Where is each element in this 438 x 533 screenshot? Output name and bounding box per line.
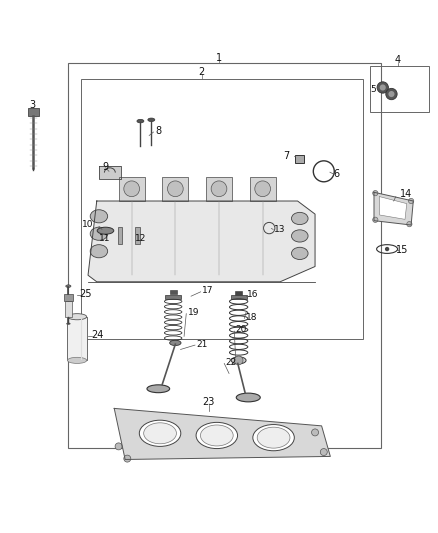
Text: 1: 1	[216, 53, 222, 63]
Circle shape	[377, 82, 389, 93]
Circle shape	[115, 443, 122, 450]
Text: 11: 11	[99, 235, 111, 244]
Text: 9: 9	[102, 162, 108, 172]
Text: 13: 13	[274, 225, 285, 234]
Bar	[67, 317, 87, 360]
Circle shape	[409, 198, 414, 204]
Ellipse shape	[97, 227, 114, 234]
Circle shape	[407, 222, 412, 227]
Bar	[231, 295, 247, 299]
Bar	[81, 79, 363, 338]
Ellipse shape	[201, 425, 233, 446]
Ellipse shape	[90, 227, 108, 240]
Ellipse shape	[231, 357, 246, 364]
Bar	[68, 63, 381, 448]
Circle shape	[373, 217, 378, 222]
Ellipse shape	[144, 423, 177, 444]
Bar	[206, 177, 232, 201]
Polygon shape	[380, 197, 407, 220]
Text: 22: 22	[226, 358, 237, 367]
Text: 19: 19	[187, 308, 199, 317]
Circle shape	[320, 449, 327, 456]
Text: 25: 25	[79, 288, 92, 298]
Text: 6: 6	[333, 168, 339, 179]
Text: 8: 8	[155, 126, 162, 136]
Circle shape	[167, 181, 183, 197]
Ellipse shape	[137, 119, 144, 123]
Text: 17: 17	[202, 286, 214, 295]
Text: 10: 10	[82, 220, 93, 229]
Ellipse shape	[67, 357, 87, 364]
Ellipse shape	[147, 385, 170, 393]
Ellipse shape	[170, 340, 181, 345]
Text: 5: 5	[370, 85, 376, 94]
Polygon shape	[374, 192, 413, 225]
Ellipse shape	[66, 322, 71, 325]
Text: 24: 24	[92, 330, 104, 341]
Circle shape	[385, 247, 389, 251]
Polygon shape	[88, 201, 315, 282]
Circle shape	[211, 181, 227, 197]
Ellipse shape	[67, 313, 87, 320]
Text: 21: 21	[196, 340, 208, 349]
Ellipse shape	[196, 422, 237, 449]
Text: 18: 18	[246, 313, 258, 322]
Bar	[64, 294, 73, 302]
Text: 12: 12	[135, 235, 147, 244]
Bar	[250, 177, 276, 201]
Circle shape	[311, 429, 318, 436]
Text: 20: 20	[236, 325, 247, 334]
Ellipse shape	[291, 247, 308, 260]
Ellipse shape	[291, 212, 308, 224]
Bar	[118, 227, 122, 244]
Ellipse shape	[139, 420, 181, 446]
Ellipse shape	[66, 285, 71, 287]
Text: 15: 15	[396, 245, 409, 255]
Circle shape	[124, 455, 131, 462]
Bar	[135, 227, 140, 244]
Ellipse shape	[236, 393, 260, 402]
Text: 16: 16	[247, 290, 259, 300]
Ellipse shape	[257, 427, 290, 448]
Circle shape	[234, 356, 243, 365]
Ellipse shape	[253, 425, 294, 451]
Bar	[119, 177, 145, 201]
Text: 7: 7	[284, 151, 290, 161]
Circle shape	[255, 181, 271, 197]
Circle shape	[386, 88, 397, 100]
Bar	[162, 177, 188, 201]
Circle shape	[373, 190, 378, 196]
Bar	[65, 302, 72, 317]
Ellipse shape	[90, 210, 108, 223]
Bar	[165, 295, 181, 299]
Text: 14: 14	[400, 189, 413, 199]
Polygon shape	[99, 166, 121, 179]
Text: 3: 3	[29, 100, 35, 110]
Bar	[170, 290, 177, 294]
Text: 23: 23	[202, 397, 215, 407]
Circle shape	[124, 181, 140, 197]
Circle shape	[380, 84, 386, 91]
Bar	[294, 155, 304, 163]
Polygon shape	[114, 408, 330, 459]
Text: 2: 2	[198, 67, 205, 77]
Ellipse shape	[148, 118, 155, 122]
Ellipse shape	[291, 230, 308, 242]
Bar	[370, 66, 428, 111]
Circle shape	[389, 91, 395, 97]
Bar	[235, 291, 242, 295]
Ellipse shape	[90, 245, 108, 258]
Text: 4: 4	[395, 55, 401, 66]
Bar	[28, 108, 39, 116]
